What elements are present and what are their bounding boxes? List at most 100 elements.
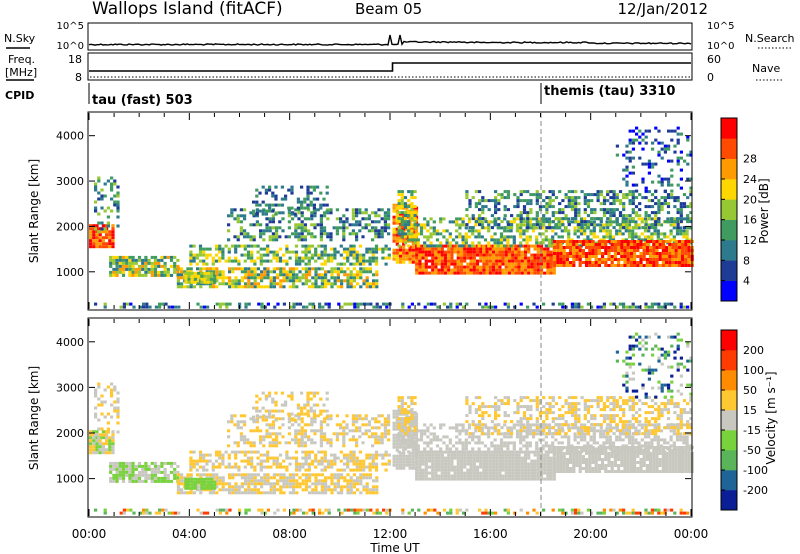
power-cell-1338: [663, 305, 667, 309]
velocity-cell-838: [227, 444, 231, 448]
velocity-cell-341: [244, 482, 248, 486]
power-cell-310: [221, 282, 225, 286]
velocity-cell-199: [157, 464, 161, 468]
power-cell-2895: [542, 223, 546, 227]
velocity-cell-724: [304, 456, 308, 460]
velocity-cell-61: [94, 394, 98, 398]
power-cell-780: [349, 244, 353, 248]
power-cell-127: [118, 255, 122, 259]
power-cell-2952: [570, 217, 575, 221]
velocity-cell-1366: [395, 424, 399, 428]
velocity-cell-1369: [395, 436, 399, 440]
velocity-cell-190: [150, 476, 154, 480]
power-cell-1399: [402, 215, 406, 219]
power-cell-321: [231, 279, 235, 283]
power-cell-2905: [548, 199, 552, 203]
power-cell-3119: [654, 220, 658, 224]
velocity-cell-1356: [392, 445, 396, 449]
power-cell-2947: [570, 196, 575, 200]
power-cell-2912: [551, 205, 555, 209]
power-cell-2369: [672, 223, 676, 227]
power-cell-2094: [519, 229, 523, 233]
velocity-cell-594: [189, 459, 193, 463]
power-cell-3188: [622, 168, 626, 172]
power-cell-837: [227, 229, 231, 233]
velocity-cell-1362: [395, 412, 399, 416]
power-cell-1831: [530, 265, 534, 269]
power-cell-1714: [491, 259, 496, 263]
power-cell-2903: [548, 190, 552, 194]
power-cell-103: [116, 203, 120, 207]
velocity-cell-432: [295, 491, 299, 495]
velocity-cell-962: [310, 423, 314, 427]
power-cell-776: [346, 250, 350, 254]
power-cell-1931: [416, 232, 420, 236]
power-cell-746: [320, 253, 324, 257]
velocity-cell-595: [189, 462, 193, 466]
velocity-cell-531: [359, 491, 363, 495]
velocity-cell-1485: [415, 459, 419, 463]
velocity-cell-470: [320, 488, 324, 492]
velocity-cell-191: [150, 479, 154, 483]
velocity-cell-3: [89, 439, 93, 443]
velocity-cell-489: [333, 482, 337, 486]
power-cell-3216: [635, 183, 639, 187]
power-cell-1984: [455, 217, 459, 221]
power-cell-909: [278, 211, 282, 215]
power-cell-1112: [268, 185, 272, 189]
velocity-cell-1160: [309, 409, 313, 413]
power-cell-1050: [367, 214, 371, 218]
power-cell-2904: [548, 196, 552, 200]
power-cell-1354: [392, 233, 396, 237]
power-cell-2312: [640, 217, 644, 221]
power-cell-2654: [652, 258, 656, 261]
power-cell-2635: [645, 249, 649, 252]
velocity-cell-954: [303, 441, 307, 445]
velocity-cell-1296: [535, 511, 539, 515]
power-cell-3300: [686, 162, 690, 166]
velocity-cell-124: [115, 473, 119, 477]
power-cell-2791: [481, 217, 485, 221]
power-cell-1490: [415, 268, 419, 272]
power-cell-508: [346, 276, 350, 280]
power-cell-15: [92, 245, 96, 249]
power-cell-595: [189, 256, 193, 260]
power-cell-946: [300, 229, 304, 233]
power-cell-743: [317, 256, 321, 260]
power-cell-349: [247, 282, 251, 286]
power-cell-2172: [567, 217, 571, 221]
velocity-cell-756: [326, 462, 331, 466]
noise-right-label: N.Search: [745, 32, 795, 45]
power-cell-2249: [605, 235, 609, 239]
power-cell-3103: [647, 199, 651, 203]
power-cell-2698: [668, 264, 672, 267]
power-cell-2073: [506, 235, 510, 239]
power-cell-717: [298, 262, 302, 266]
velocity-cell-324: [234, 473, 238, 477]
power-cell-790: [352, 262, 356, 266]
power-cell-3270: [667, 180, 671, 184]
power-cell-950: [303, 217, 307, 221]
velocity-cell-260: [189, 491, 193, 495]
power-cell-513: [349, 273, 353, 277]
power-cell-1156: [306, 206, 310, 210]
velocity-cell-1004: [339, 423, 343, 427]
power-cell-2642: [649, 249, 653, 252]
power-cell-2716: [677, 240, 681, 243]
power-cell-2957: [574, 205, 578, 209]
velocity-cell-995: [329, 438, 333, 442]
power-cbar-label-6: 28: [743, 153, 757, 166]
velocity-cell-519: [352, 479, 356, 483]
velocity-cell-890: [268, 426, 272, 430]
power-cell-107: [116, 224, 120, 228]
power-cell-3082: [631, 220, 635, 224]
power-cell-1672: [479, 250, 483, 254]
velocity-cell-680: [262, 459, 267, 463]
power-cell-1816: [523, 271, 528, 275]
power-cell-1531: [431, 253, 435, 257]
power-cell-2613: [636, 249, 640, 252]
power-cell-163: [134, 273, 138, 277]
velocity-cell-919: [287, 420, 291, 424]
power-cell-1518: [424, 265, 428, 269]
power-cell-3153: [676, 196, 680, 200]
